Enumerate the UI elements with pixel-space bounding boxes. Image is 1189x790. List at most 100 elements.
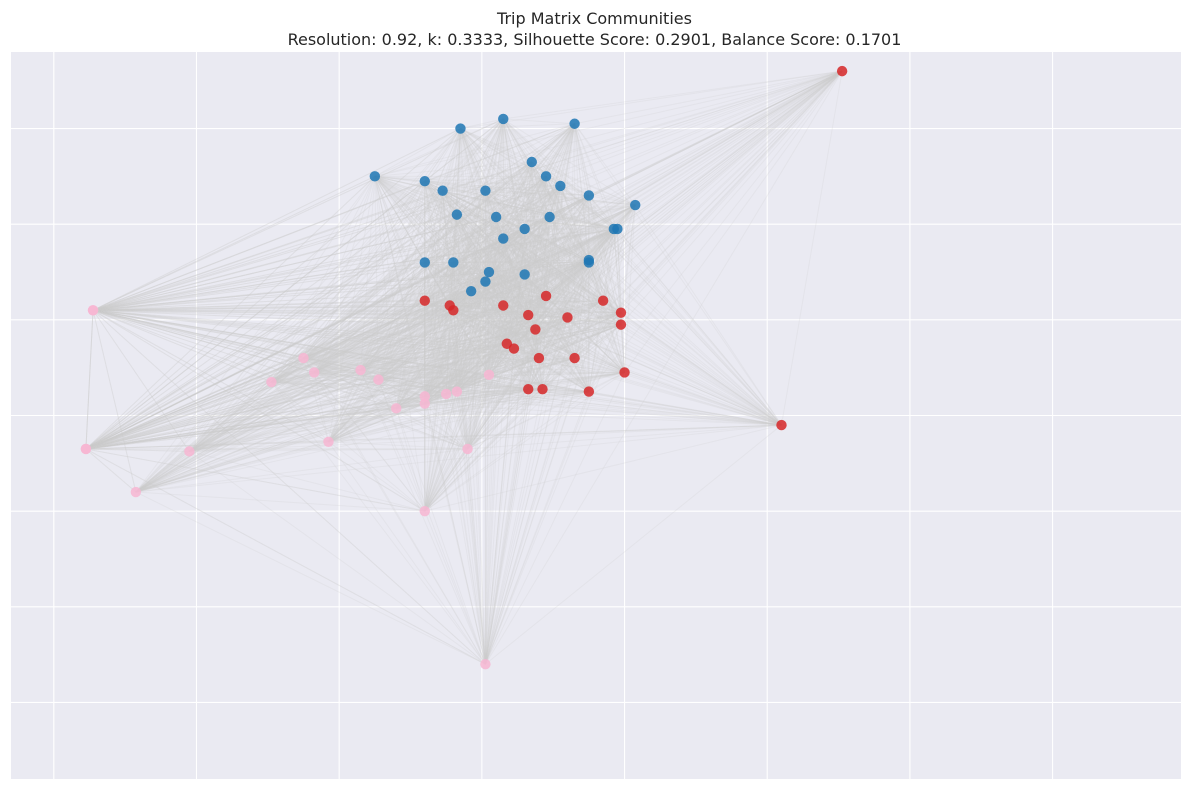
edge-1170 [453, 261, 490, 273]
edge-145 [549, 123, 576, 218]
edge-443 [424, 190, 486, 397]
edge-2230 [378, 379, 426, 404]
edge-1611 [453, 309, 622, 326]
edge-1516 [395, 70, 843, 409]
edge-1855 [620, 324, 626, 373]
edge-390 [135, 190, 443, 493]
edge-1482 [135, 262, 590, 493]
edge-1239 [488, 271, 625, 373]
edge-1282 [484, 281, 515, 349]
edge-630 [85, 185, 561, 450]
edge-761 [495, 216, 526, 275]
edge-659 [588, 195, 604, 301]
edge-524 [502, 176, 547, 239]
edge-1211 [189, 262, 454, 452]
edge-1723 [527, 314, 540, 359]
edge-583 [502, 185, 561, 239]
edge-868 [485, 228, 615, 283]
edge-450 [85, 190, 486, 450]
edge-572 [85, 175, 547, 450]
edge-1864 [360, 324, 622, 371]
edge-406 [452, 190, 486, 263]
edge-1933 [189, 343, 507, 452]
edge-1194 [452, 262, 543, 390]
node-series-0-9 [555, 180, 566, 192]
edge-1412 [566, 259, 590, 318]
edge-1264 [484, 272, 490, 665]
edge-1909 [424, 317, 568, 512]
edge-1998 [574, 357, 590, 392]
edge-1113 [467, 228, 526, 450]
edge-5 [459, 128, 486, 191]
edge-2075 [271, 381, 543, 390]
edge-1095 [524, 228, 625, 373]
edge-1185 [453, 261, 622, 314]
edge-134 [484, 118, 504, 665]
edge-229 [374, 175, 547, 297]
edge-22 [459, 128, 472, 292]
edge-2117 [314, 371, 782, 426]
edge-1971 [538, 358, 543, 390]
edge-607 [538, 185, 561, 359]
edge-1480 [85, 261, 590, 450]
edge-1430 [445, 259, 590, 395]
edge-696 [456, 214, 618, 230]
edge-848 [445, 216, 551, 395]
edge-613 [559, 185, 782, 426]
node-series-0-10 [583, 190, 595, 201]
edge-381 [424, 190, 444, 397]
edge-1809 [328, 300, 604, 443]
edge-1296 [484, 281, 490, 375]
edge-1666 [456, 305, 504, 392]
edge-2140 [92, 309, 379, 381]
edge-2158 [303, 357, 361, 371]
edge-1031 [449, 238, 504, 306]
edge-193 [467, 123, 576, 450]
edge-464 [502, 161, 533, 239]
edge-1229 [488, 271, 529, 316]
edge-1514 [424, 70, 843, 397]
edge-1819 [567, 312, 622, 318]
edge-21 [459, 128, 486, 282]
edge-1008 [424, 204, 636, 397]
edge-2251 [85, 374, 490, 450]
node-series-1-18 [537, 383, 548, 395]
edge-402 [485, 190, 636, 206]
edge-80 [502, 118, 615, 230]
edge-1490 [527, 70, 843, 316]
edge-1047 [502, 238, 543, 390]
edge-819 [549, 70, 843, 218]
edge-2317 [328, 441, 486, 665]
edge-2078 [488, 374, 543, 390]
edge-1184 [453, 261, 604, 302]
edge-841 [303, 216, 550, 359]
edge-1009 [424, 204, 636, 404]
edge-95 [449, 118, 504, 306]
edge-1908 [135, 316, 568, 493]
edge-1484 [484, 262, 590, 665]
edge-869 [470, 228, 615, 292]
edge-2015 [92, 309, 575, 359]
edge-1368 [524, 273, 622, 326]
edge-1224 [424, 271, 490, 302]
edge-541 [534, 176, 547, 330]
edge-1853 [538, 324, 622, 359]
edge-386 [188, 190, 443, 452]
edge-2261 [189, 391, 457, 452]
edge-1078 [524, 228, 590, 263]
edge-1496 [506, 70, 843, 345]
edge-1143 [424, 262, 575, 359]
edge-1465 [303, 261, 590, 359]
edge-290 [424, 181, 451, 306]
edge-1763 [535, 328, 782, 426]
edge-82 [502, 118, 636, 206]
edge-338 [442, 190, 614, 230]
edge-1929 [424, 343, 508, 404]
edge-layer [85, 70, 843, 665]
edge-2137 [92, 309, 315, 373]
edge-1660 [303, 305, 504, 359]
edge-1907 [85, 316, 568, 450]
edge-2120 [378, 379, 782, 426]
edge-1178 [449, 262, 454, 306]
edge-2051 [314, 371, 529, 390]
